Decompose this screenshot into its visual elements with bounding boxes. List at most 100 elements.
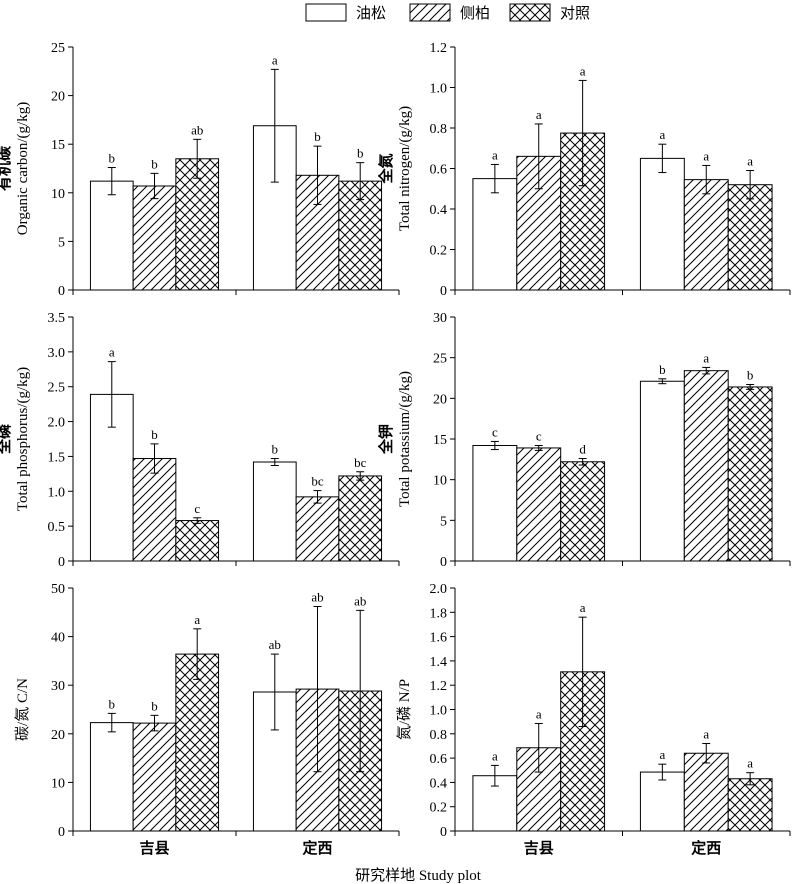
- panel-1-y-tick-label: 15: [51, 138, 65, 153]
- panel-6-sig-letter: a: [703, 727, 709, 742]
- panel-3-bar: [338, 475, 383, 562]
- panel-3-sig-letter: a: [109, 345, 115, 360]
- panel-4-y-tick-label: 10: [433, 474, 447, 489]
- panel-3-y-tick-label: 3.0: [48, 346, 66, 361]
- panel-6-y-tick-label: 0.4: [430, 776, 448, 791]
- panel-6-y-tick-label: 1.0: [430, 704, 448, 719]
- legend-swatch-3: [509, 3, 551, 22]
- panel-2-bar: [472, 178, 518, 291]
- panel-1-y-tick-label: 20: [51, 90, 65, 105]
- panel-6-y-tick-label: 2.0: [430, 582, 448, 597]
- panel-3-sig-letter: bc: [354, 455, 367, 470]
- panel-2-bar: [683, 179, 729, 291]
- panel-3-y-tick-label: 1.5: [48, 450, 66, 465]
- legend-label-3: 对照: [560, 5, 590, 22]
- panel-5-sig-letter: b: [151, 698, 158, 713]
- panel-3-sig-letter: c: [194, 501, 200, 516]
- panel-5-bar: [175, 653, 220, 832]
- legend-item-2: 侧柏: [409, 3, 490, 22]
- panel-2-sig-letter: a: [580, 63, 586, 78]
- panel-3-y-tick-label: 1.0: [48, 485, 66, 500]
- panel-3-y-tick-label: 2.5: [48, 381, 66, 396]
- panel-4-bar: [516, 447, 562, 562]
- panel-6-bar: [639, 771, 685, 832]
- panel-3-sig-letter: b: [272, 442, 279, 457]
- panel-5-sig-letter: a: [194, 612, 200, 627]
- x-axis-title: 研究样地 Study plot: [355, 867, 482, 884]
- panel-1-bar: [132, 185, 177, 291]
- panel-3-bar: [132, 458, 177, 562]
- panel-2-sig-letter: a: [536, 107, 542, 122]
- panel-6-y-tick-label: 1.4: [430, 655, 448, 670]
- panel-6: 0 0.2 0.4 0.6 0.8 1.0 1.2 1.4 1.6 1.8 2.0 吉县 定西 a a a a a…: [396, 582, 791, 857]
- panel-2-y-tick-label: 0.4: [430, 203, 448, 218]
- panel-6-y-tick-label: 1.6: [430, 631, 448, 646]
- panel-4-sig-letter: a: [703, 350, 709, 365]
- panel-1-sig-letter: b: [357, 146, 364, 161]
- panel-1-sig-letter: b: [109, 151, 116, 166]
- panel-1-sig-letter: ab: [191, 122, 203, 137]
- panel-6-sig-letter: a: [492, 748, 498, 763]
- panel-2-y-tick-label: 0.2: [430, 244, 448, 259]
- panel-6-x-tick-label: 吉县: [524, 839, 554, 857]
- panel-3-y-tick-label: 2.0: [48, 416, 66, 431]
- panel-3-y-axis-title-cn: 全磷: [0, 423, 13, 455]
- panel-3-sig-letter: b: [151, 427, 158, 442]
- panel-5-y-axis-title: 碳/氮 C/N: [14, 678, 31, 741]
- panel-4-sig-letter: b: [747, 368, 754, 383]
- panel-5-sig-letter: b: [109, 696, 116, 711]
- panel-2-sig-letter: a: [659, 127, 665, 142]
- panel-4-y-tick-label: 0: [440, 555, 447, 570]
- panel-2-y-tick-label: 1.2: [430, 41, 448, 56]
- panel-5-sig-letter: ab: [311, 589, 323, 604]
- legend-label-1: 油松: [356, 5, 386, 22]
- panel-4-sig-letter: d: [579, 442, 586, 457]
- panel-2-y-axis-title-en: Total nitrogen/(g/kg): [397, 106, 413, 231]
- panel-3-y-tick-label: 3.5: [48, 311, 66, 326]
- panel-2: 0 0.2 0.4 0.6 0.8 1.0 1.2 a a a a a a 全氮 Total nitroge…: [377, 41, 791, 299]
- panel-6-y-axis-title: 氮/磷 N/P: [396, 679, 413, 740]
- panel-4-y-axis-title-cn: 全钾: [377, 424, 395, 455]
- panel-6-y-tick-label: 1.2: [430, 679, 448, 694]
- panel-3-bar: [252, 461, 297, 562]
- legend-swatch-2: [409, 3, 451, 22]
- panel-5: 0 10 20 30 40 50 吉县 定西 b b a ab ab ab 碳/氮 C/N: [14, 582, 400, 857]
- panel-4-y-tick-label: 20: [433, 392, 447, 407]
- panel-5-sig-letter: ab: [269, 637, 281, 652]
- panel-2-y-tick-label: 1.0: [430, 82, 448, 97]
- panel-5-bar: [89, 722, 134, 832]
- panel-4-bar: [727, 386, 773, 562]
- legend-label-2: 侧柏: [460, 5, 490, 22]
- panel-6-bar: [727, 778, 773, 832]
- panel-5-y-tick-label: 50: [51, 582, 65, 597]
- panel-1-y-tick-label: 0: [58, 284, 65, 299]
- panel-1-sig-letter: a: [272, 52, 278, 67]
- panel-4-sig-letter: c: [492, 424, 498, 439]
- panel-6-sig-letter: a: [659, 747, 665, 762]
- panel-4-y-tick-label: 5: [440, 514, 447, 529]
- panel-2-bar: [639, 157, 685, 291]
- panel-6-sig-letter: a: [747, 756, 753, 771]
- panel-1-bar: [89, 180, 134, 291]
- panel-2-y-tick-label: 0.6: [430, 163, 448, 178]
- panel-4-y-tick-label: 25: [433, 352, 447, 367]
- panel-4-sig-letter: c: [536, 429, 542, 444]
- panel-4-bar: [639, 380, 685, 562]
- panel-5-y-tick-label: 0: [58, 825, 65, 840]
- panel-5-y-tick-label: 10: [51, 776, 65, 791]
- panel-6-y-tick-label: 0.6: [430, 752, 448, 767]
- panel-1-y-axis-title-cn: 有机碳: [0, 145, 13, 191]
- panel-3-bar: [295, 496, 340, 562]
- panel-1-sig-letter: b: [151, 156, 158, 171]
- panel-3-y-tick-label: 0.5: [48, 520, 66, 535]
- panel-4-bar: [472, 445, 518, 562]
- legend: 油松 侧柏 对照: [305, 3, 590, 22]
- panel-4-sig-letter: b: [659, 362, 666, 377]
- panel-1-y-tick-label: 25: [51, 41, 65, 56]
- panel-3-y-axis-title-en: Total phosphorus/(g/kg): [15, 367, 31, 511]
- legend-swatch-1: [305, 3, 347, 22]
